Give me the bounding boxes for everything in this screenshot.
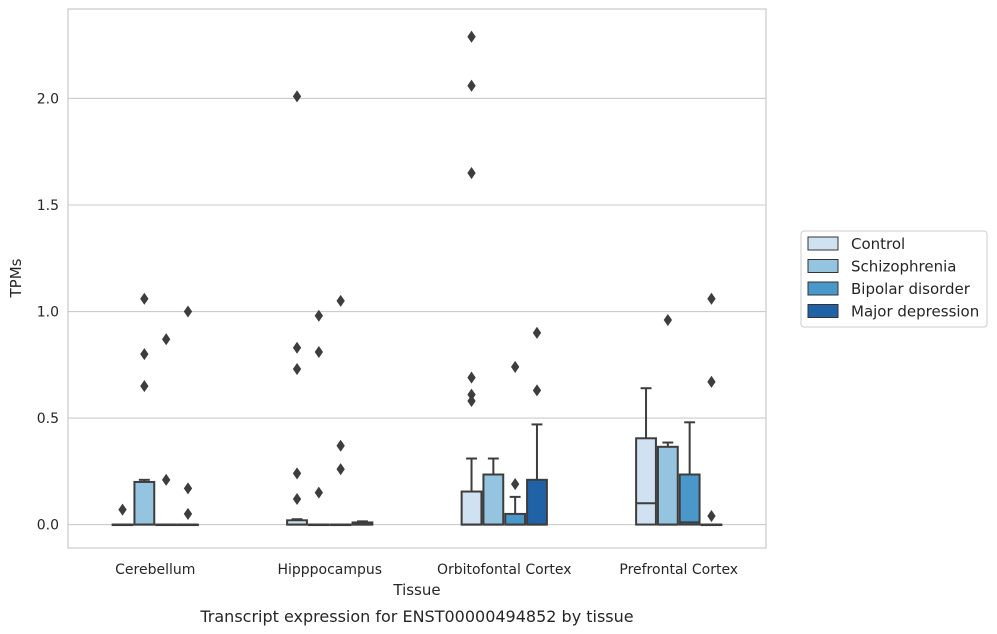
y-tick-label: 2.0 [37,91,59,107]
legend-swatch [807,281,839,296]
outlier-point [140,292,149,305]
outlier-point [161,333,171,346]
y-tick-label: 1.5 [37,198,59,214]
outlier-point [467,394,476,408]
x-axis-ticks: Cerebellum Hipppocampus Orbitofontal Corte… [115,562,738,578]
box-body [504,512,527,526]
box [155,523,178,527]
box-body [482,473,505,526]
box [307,523,330,527]
chart-caption: Transcript expression for ENST0000049485… [199,607,633,626]
outlier-point [292,90,302,103]
outlier-point [183,482,193,495]
outlier-point [140,380,149,393]
outliers [118,30,716,523]
outlier-point [467,371,476,384]
box-body [635,437,657,526]
boxes [111,387,723,527]
y-tick-label: 0.5 [37,411,59,427]
legend-label: Bipolar disorder [851,280,971,298]
y-tick-label: 0.0 [37,518,59,534]
outlier-point [663,314,673,327]
outlier-point [532,384,542,397]
outlier-point [532,326,542,339]
box [133,478,156,526]
outlier-point [707,292,716,305]
y-axis-title: TPMs [7,258,25,298]
x-tick-label: Cerebellum [115,562,195,578]
outlier-point [292,363,302,376]
box [111,523,134,527]
legend-label: Major depression [851,303,979,321]
outlier-point [707,375,716,388]
y-axis-ticks: 0.0 0.5 1.0 1.5 2.0 [37,91,59,533]
legend-frame [800,230,988,328]
x-tick-label: Orbitofontal Cortex [437,562,572,578]
outlier-point [292,467,302,480]
plot-area-frame [67,8,767,549]
legend-swatch [807,259,839,273]
outlier-point [161,473,171,486]
box [700,523,723,527]
outlier-point [314,486,324,499]
box-body [460,490,483,526]
box [482,457,505,526]
box-body [656,445,679,526]
legend-swatch [807,304,839,318]
outlier-point [467,388,476,401]
outlier-point [314,309,324,322]
outlier-point [510,478,520,491]
legend: Control Schizophrenia Bipolar disorder Majo… [800,230,988,328]
box [286,518,308,526]
box [504,495,527,526]
box [329,523,352,527]
legend-label: Schizophrenia [851,258,956,276]
box [526,423,548,526]
outlier-point [510,360,520,373]
box [635,387,657,526]
outlier-point [292,492,302,506]
legend-label: Control [851,235,905,253]
outlier-point [467,167,476,180]
box [678,421,701,526]
box-body [678,473,701,526]
box [177,523,199,527]
outlier-point [707,510,716,523]
outlier-point [183,305,193,318]
x-tick-label: Prefrontal Cortex [619,562,738,578]
outlier-point [467,30,476,43]
box [351,520,374,526]
box-body [133,480,156,526]
outlier-point [183,507,193,520]
x-axis-title: Tissue [392,581,440,599]
outlier-point [336,294,345,307]
outlier-point [336,463,345,476]
box [460,457,483,526]
outlier-point [118,503,127,516]
outlier-point [314,345,324,359]
outlier-point [140,348,149,361]
y-tick-label: 1.0 [37,305,59,321]
x-tick-label: Hipppocampus [277,562,382,578]
outlier-point [467,79,476,92]
box-body [526,478,548,526]
outlier-point [292,341,302,354]
legend-swatch [807,236,839,251]
outlier-point [336,439,345,452]
box [656,441,679,526]
